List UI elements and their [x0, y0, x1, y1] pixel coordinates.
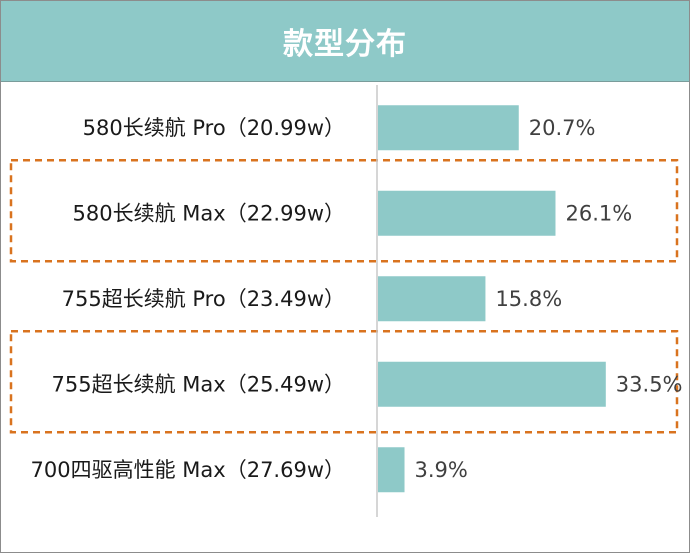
value-label: 33.5% — [616, 372, 683, 396]
category-label: 755超长续航 Max（25.49w） — [52, 372, 345, 396]
category-label: 755超长续航 Pro（23.49w） — [62, 287, 345, 311]
category-label: 700四驱高性能 Max（27.69w） — [31, 458, 345, 482]
category-labels: 580长续航 Pro（20.99w） 580长续航 Max（22.99w） 755超… — [31, 116, 345, 482]
category-label: 580长续航 Pro（20.99w） — [83, 116, 345, 140]
value-label: 15.8% — [495, 287, 562, 311]
bar — [378, 447, 405, 493]
bars-group — [378, 105, 606, 493]
value-label: 3.9% — [415, 458, 468, 482]
value-labels: 20.7% 26.1% 15.8% 33.5% 3.9% — [415, 116, 683, 482]
bar — [378, 105, 519, 151]
chart-title: 款型分布 — [283, 27, 407, 62]
value-label: 26.1% — [565, 201, 632, 225]
value-label: 20.7% — [529, 116, 596, 140]
category-label: 580长续航 Max（22.99w） — [73, 201, 345, 225]
bar — [378, 276, 486, 322]
bar — [378, 190, 556, 236]
bar — [378, 361, 606, 407]
chart-header: 款型分布 — [1, 1, 689, 82]
